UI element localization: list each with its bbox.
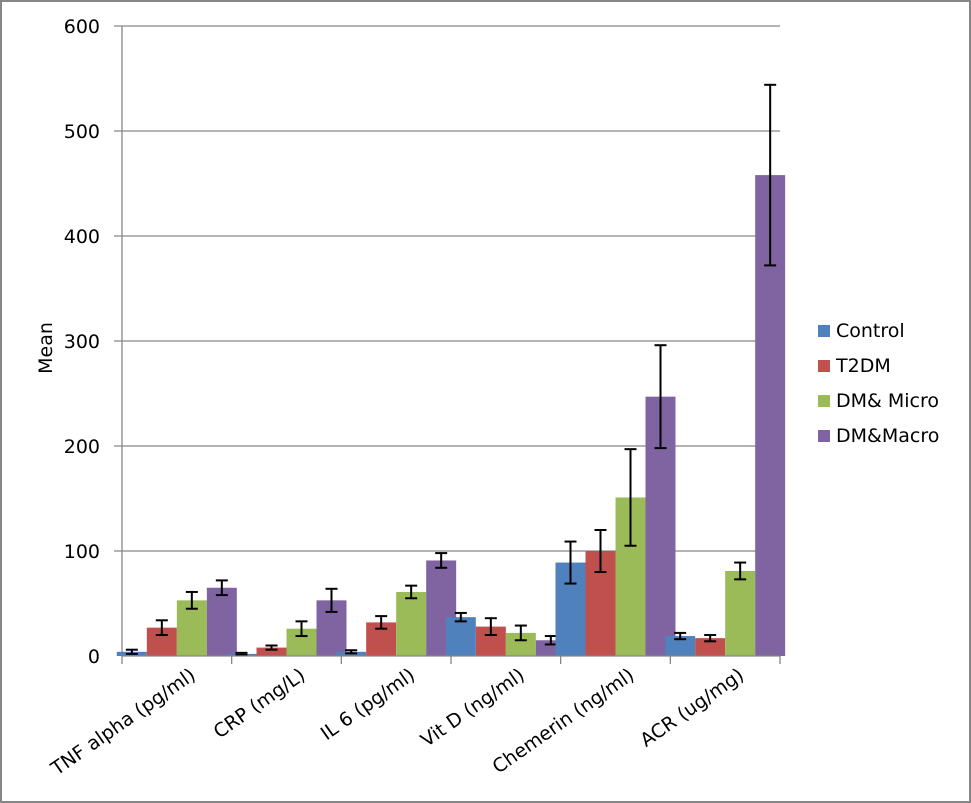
bar: [505, 632, 536, 656]
legend-swatch: [818, 360, 830, 372]
bar: [695, 638, 726, 656]
legend-swatch: [818, 395, 830, 407]
legend-item-dm-micro: DM& Micro: [818, 390, 940, 412]
x-tick-label: CRP (mg/L): [210, 664, 310, 743]
legend-item-dm-macro: DM&Macro: [818, 425, 940, 447]
bar: [396, 591, 427, 656]
x-tick-label: ACR (ug/mg): [636, 664, 748, 751]
x-tick-label: TNF alpha (pg/ml): [46, 664, 199, 780]
y-tick-label: 600: [64, 16, 100, 38]
y-tick-label: 200: [64, 436, 100, 458]
legend-swatch: [818, 325, 830, 337]
bar: [725, 570, 756, 656]
x-tick-label: IL 6 (pg/ml): [317, 664, 419, 745]
x-tick-label: Vit D (ng/ml): [417, 664, 529, 752]
y-tick-label: 100: [64, 541, 100, 563]
legend-label: DM&Macro: [836, 425, 940, 447]
legend-label: Control: [836, 320, 905, 342]
legend-swatch: [818, 430, 830, 442]
legend-label: DM& Micro: [836, 390, 940, 412]
y-tick-label: 300: [64, 331, 100, 353]
bar: [445, 617, 476, 656]
y-tick-label: 500: [64, 121, 100, 143]
bar: [256, 647, 287, 656]
legend-item-control: Control: [818, 320, 939, 342]
legend: Control T2DM DM& Micro DM&Macro: [818, 320, 940, 462]
y-axis-label: Mean: [35, 322, 57, 374]
y-tick-label: 0: [88, 646, 100, 668]
bar: [206, 587, 237, 656]
y-tick-label: 400: [64, 226, 100, 248]
legend-label: T2DM: [836, 355, 891, 377]
legend-item-t2dm: T2DM: [818, 355, 939, 377]
bar: [665, 636, 696, 656]
